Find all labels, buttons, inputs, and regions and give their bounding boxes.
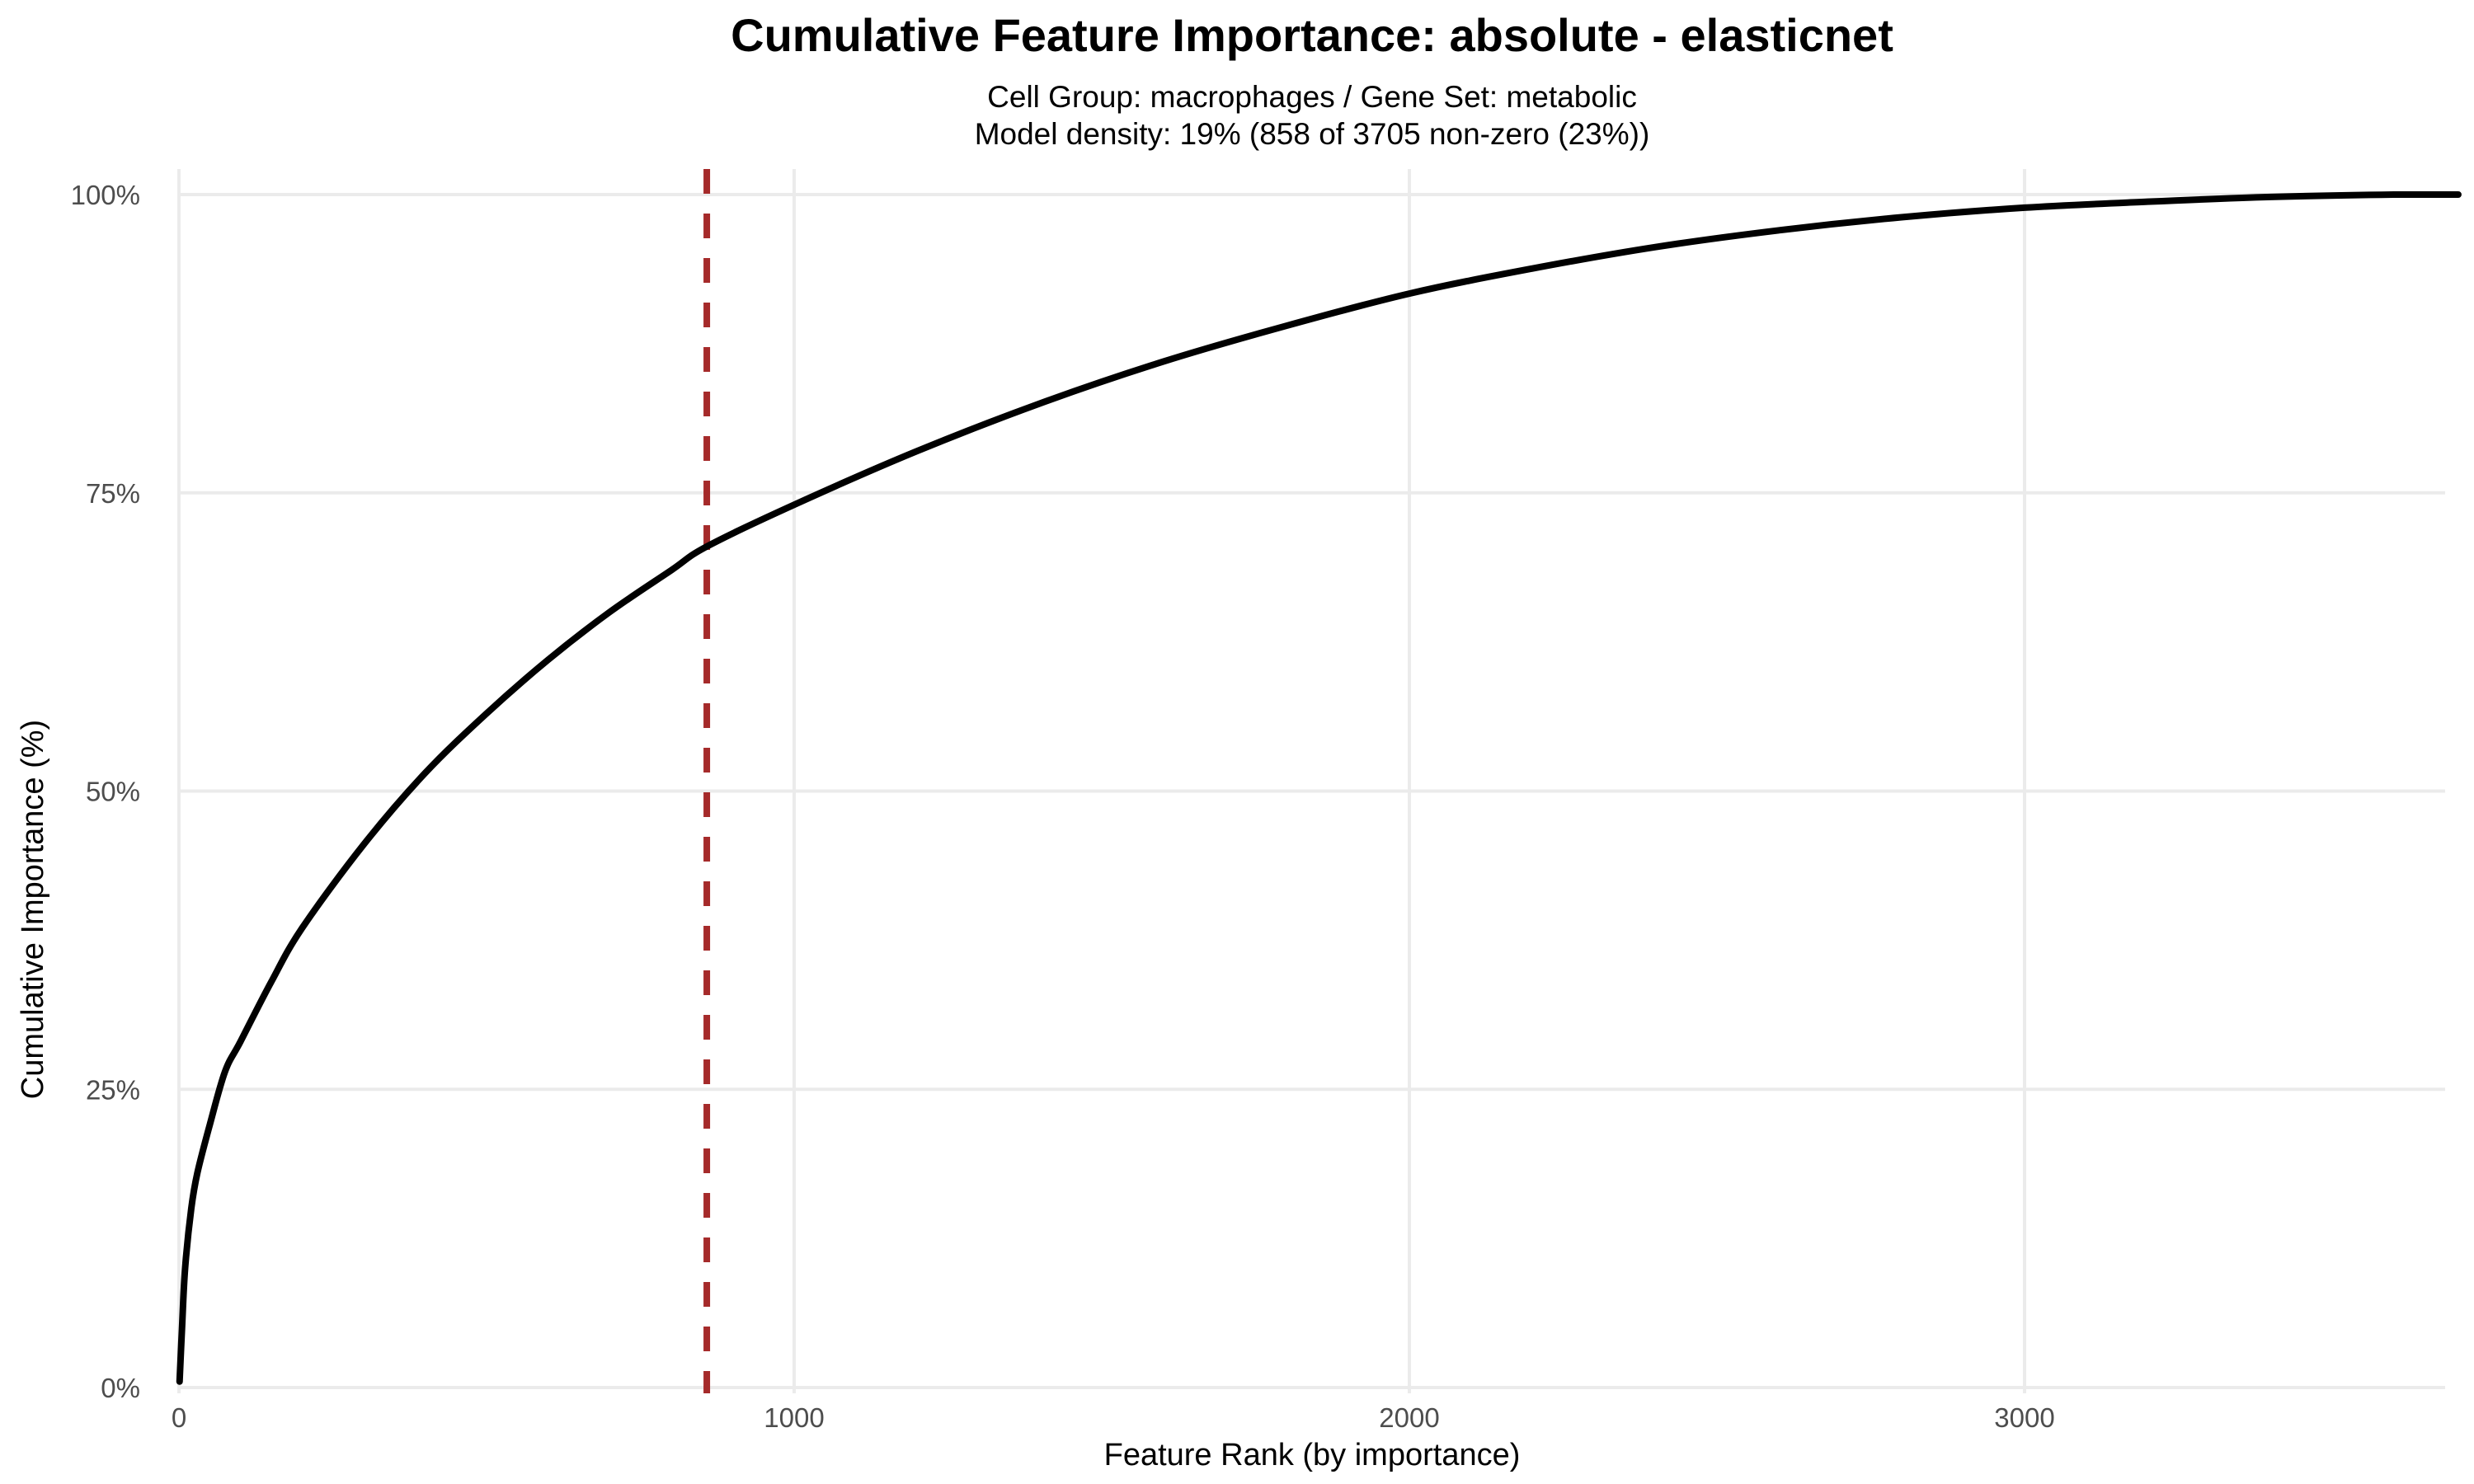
cumulative-importance-line <box>176 190 2462 1385</box>
x-tick-label-2000: 2000 <box>1379 1402 1439 1433</box>
x-tick-label-3000: 3000 <box>1994 1402 2054 1433</box>
x-tick-label-1000: 1000 <box>764 1402 824 1433</box>
y-axis-title: Cumulative Importance (%) <box>16 720 50 1099</box>
chart-subtitle-line-2: Model density: 19% (858 of 3705 non-zero… <box>975 117 1650 151</box>
tick-labels-layer: 0 1000 2000 3000 0% 25% 50% 75% 100% <box>71 180 2055 1433</box>
y-tick-label-25: 25% <box>86 1074 140 1105</box>
y-tick-label-100: 100% <box>71 180 140 210</box>
chart-title: Cumulative Feature Importance: absolute … <box>731 9 1893 61</box>
y-tick-label-50: 50% <box>86 777 140 807</box>
x-axis-title: Feature Rank (by importance) <box>1104 1438 1521 1472</box>
chart-subtitle-line-1: Cell Group: macrophages / Gene Set: meta… <box>987 80 1637 114</box>
y-tick-label-75: 75% <box>86 478 140 509</box>
x-tick-label-0: 0 <box>172 1402 186 1433</box>
y-tick-label-0: 0% <box>101 1373 140 1403</box>
grid-layer <box>177 169 2445 1393</box>
series-layer <box>176 190 2462 1385</box>
